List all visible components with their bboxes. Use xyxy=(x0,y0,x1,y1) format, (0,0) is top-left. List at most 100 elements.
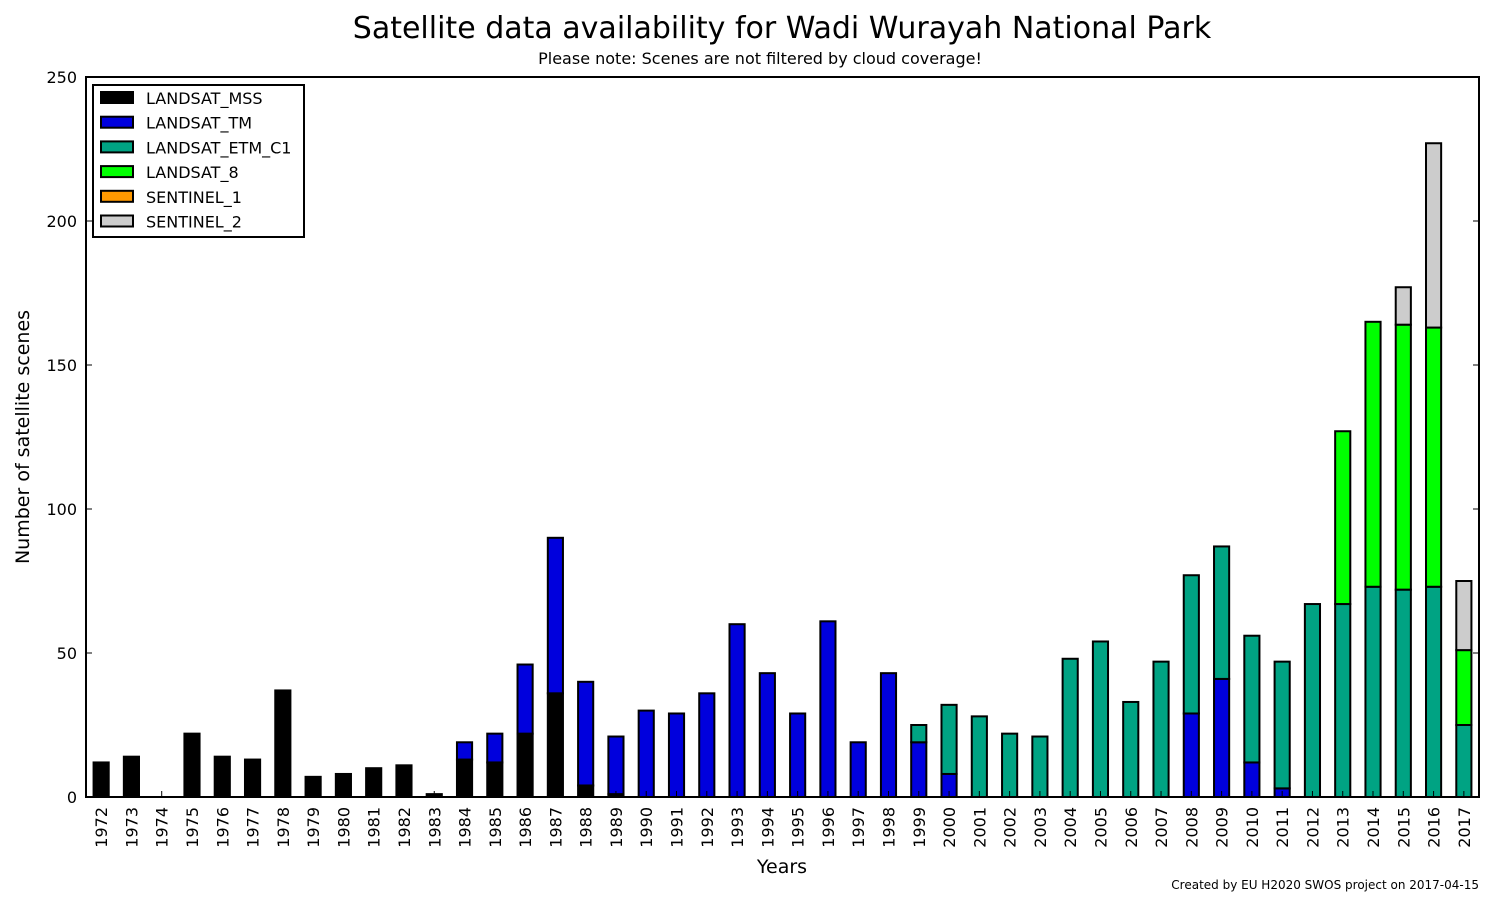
bar-sentinel-2-2017 xyxy=(1455,580,1473,652)
x-tick-label-1983: 1983 xyxy=(425,807,444,848)
bar-landsat-etm-c1-2013 xyxy=(1334,603,1352,798)
chart-title: Satellite data availability for Wadi Wur… xyxy=(353,11,1212,46)
x-tick-label-2017: 2017 xyxy=(1455,807,1474,848)
legend-label-landsat-tm: LANDSAT_TM xyxy=(146,114,252,134)
legend-label-landsat-8: LANDSAT_8 xyxy=(146,163,239,183)
x-tick-label-2016: 2016 xyxy=(1425,807,1444,848)
bar-landsat-etm-c1-2009 xyxy=(1213,545,1231,680)
x-tick-label-1981: 1981 xyxy=(365,807,384,848)
x-tick-label-2010: 2010 xyxy=(1243,807,1262,848)
legend-swatch-landsat-etm-c1 xyxy=(100,140,134,154)
bar-landsat-etm-c1-2010 xyxy=(1243,634,1261,764)
bar-landsat-mss-1976 xyxy=(213,755,231,798)
bar-landsat-mss-1978 xyxy=(274,689,292,798)
bar-landsat-tm-1996 xyxy=(819,620,837,798)
bar-landsat-8-2015 xyxy=(1394,323,1412,591)
bar-sentinel-2-2015 xyxy=(1394,286,1412,326)
bar-landsat-tm-1987 xyxy=(546,536,564,695)
bar-landsat-8-2016 xyxy=(1425,326,1443,588)
bar-landsat-etm-c1-2001 xyxy=(970,715,988,798)
x-tick-label-2012: 2012 xyxy=(1303,807,1322,848)
bar-landsat-8-2014 xyxy=(1364,320,1382,588)
x-tick-label-2011: 2011 xyxy=(1273,807,1292,848)
bar-landsat-tm-1997 xyxy=(849,741,867,799)
y-tick-label-50: 50 xyxy=(57,644,77,663)
x-tick-label-2005: 2005 xyxy=(1091,807,1110,848)
x-tick-label-2002: 2002 xyxy=(1001,807,1020,848)
x-tick-label-1991: 1991 xyxy=(668,807,687,848)
legend: LANDSAT_MSS LANDSAT_TM LANDSAT_ETM_C1 LANDS… xyxy=(92,84,305,238)
x-tick-label-1994: 1994 xyxy=(758,807,777,848)
x-tick-label-1999: 1999 xyxy=(910,807,929,848)
x-axis-title: Years xyxy=(756,856,807,878)
x-tick-label-1997: 1997 xyxy=(849,807,868,848)
x-tick-label-1990: 1990 xyxy=(637,807,656,848)
x-tick-label-2007: 2007 xyxy=(1152,807,1171,848)
x-tick-label-1977: 1977 xyxy=(244,807,263,848)
bar-landsat-etm-c1-2003 xyxy=(1031,735,1049,799)
legend-swatch-sentinel-2 xyxy=(100,214,134,228)
x-tick-label-2013: 2013 xyxy=(1334,807,1353,848)
legend-swatch-landsat-8 xyxy=(100,165,134,179)
x-tick-label-2003: 2003 xyxy=(1031,807,1050,848)
legend-swatch-sentinel-1 xyxy=(100,189,134,203)
x-tick-label-1984: 1984 xyxy=(456,807,475,848)
x-tick-label-2015: 2015 xyxy=(1394,807,1413,848)
bar-landsat-etm-c1-2008 xyxy=(1182,574,1200,715)
bar-landsat-8-2013 xyxy=(1334,430,1352,606)
bar-landsat-etm-c1-2011 xyxy=(1273,660,1291,790)
bar-landsat-tm-1986 xyxy=(516,663,534,735)
bar-landsat-tm-2008 xyxy=(1182,712,1200,798)
bars-layer xyxy=(92,142,1473,799)
y-tick-label-250: 250 xyxy=(46,68,77,87)
bar-landsat-tm-1993 xyxy=(728,623,746,799)
bar-landsat-tm-1999 xyxy=(910,741,928,799)
axes-layer: 0 50 100 150 200 250 1972 1973 1974 1975 1976 1977 1… xyxy=(46,68,1480,848)
bar-landsat-etm-c1-2012 xyxy=(1303,603,1322,798)
y-tick-label-150: 150 xyxy=(46,356,77,375)
x-tick-label-2008: 2008 xyxy=(1182,807,1201,848)
legend-frame xyxy=(92,84,305,238)
bar-landsat-etm-c1-2004 xyxy=(1061,657,1079,799)
x-tick-label-1993: 1993 xyxy=(728,807,747,848)
bar-landsat-etm-c1-1999 xyxy=(910,724,928,744)
bar-landsat-tm-1988 xyxy=(577,680,595,787)
x-tick-label-1982: 1982 xyxy=(395,807,414,848)
x-tick-label-1986: 1986 xyxy=(516,807,535,848)
bar-landsat-tm-1984 xyxy=(455,741,474,761)
legend-swatch-landsat-mss xyxy=(100,91,134,104)
bar-landsat-etm-c1-2016 xyxy=(1425,585,1443,799)
x-tick-label-2001: 2001 xyxy=(970,807,989,848)
x-tick-label-1996: 1996 xyxy=(819,807,838,848)
x-tick-label-2014: 2014 xyxy=(1364,807,1383,848)
x-tick-label-1972: 1972 xyxy=(92,807,111,848)
x-tick-label-1987: 1987 xyxy=(546,807,565,848)
bar-landsat-etm-c1-2006 xyxy=(1122,700,1140,799)
bar-landsat-etm-c1-2007 xyxy=(1152,660,1170,799)
bar-landsat-mss-1986 xyxy=(516,732,534,799)
bar-landsat-tm-1985 xyxy=(486,732,504,764)
bar-landsat-etm-c1-2005 xyxy=(1091,640,1110,798)
x-tick-label-1995: 1995 xyxy=(789,807,808,848)
y-tick-label-0: 0 xyxy=(67,788,77,807)
bar-landsat-tm-1990 xyxy=(637,709,655,798)
x-tick-label-2004: 2004 xyxy=(1061,807,1080,848)
x-tick-label-2006: 2006 xyxy=(1122,807,1141,848)
bar-landsat-tm-1998 xyxy=(879,672,898,798)
bar-landsat-8-2017 xyxy=(1455,649,1473,726)
legend-label-landsat-etm-c1: LANDSAT_ETM_C1 xyxy=(146,138,291,158)
bar-landsat-mss-1987 xyxy=(546,692,564,799)
x-tick-label-1979: 1979 xyxy=(304,807,323,848)
x-tick-label-1989: 1989 xyxy=(607,807,626,848)
x-tick-label-1978: 1978 xyxy=(274,807,293,848)
y-axis-title: Number of satellite scenes xyxy=(12,310,34,564)
bar-landsat-mss-1975 xyxy=(183,732,201,799)
legend-label-landsat-mss: LANDSAT_MSS xyxy=(146,89,263,109)
bar-landsat-etm-c1-2002 xyxy=(1001,732,1019,799)
bar-landsat-tm-1995 xyxy=(789,712,807,798)
bar-landsat-etm-c1-2015 xyxy=(1394,588,1412,799)
plot-frame xyxy=(85,76,1480,798)
x-tick-label-1988: 1988 xyxy=(577,807,596,848)
bar-sentinel-2-2016 xyxy=(1425,142,1443,329)
